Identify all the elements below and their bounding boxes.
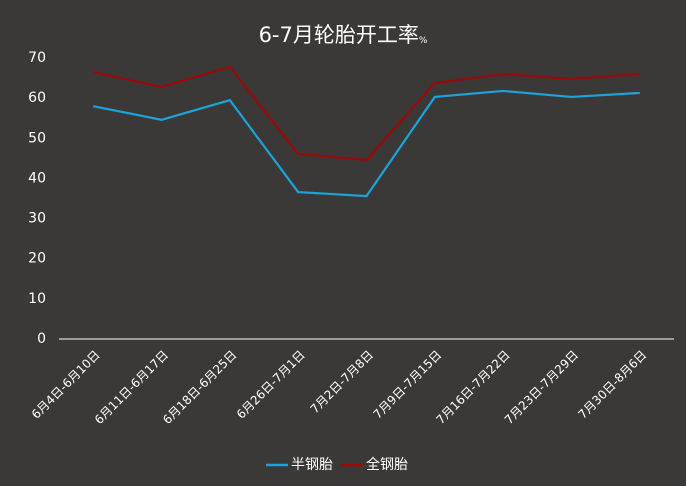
y-tick-label: 40 <box>28 170 46 186</box>
y-tick-label: 50 <box>28 130 46 146</box>
y-tick-label: 10 <box>28 291 46 307</box>
x-tick-label: 6月11日-6月17日 <box>92 348 171 427</box>
legend-label: 全钢胎 <box>366 456 408 473</box>
y-tick-label: 30 <box>28 211 46 227</box>
x-tick-label: 6月18日-6月25日 <box>160 348 239 427</box>
x-tick-label: 7月30日-8月6日 <box>576 348 650 422</box>
x-tick-label: 7月2日-7月8日 <box>308 348 377 417</box>
y-tick-label: 70 <box>28 50 46 66</box>
y-tick-label: 60 <box>28 90 46 106</box>
legend-label: 半钢胎 <box>291 457 333 473</box>
y-tick-label: 20 <box>28 251 46 267</box>
x-tick-label: 6月4日-6月10日 <box>29 348 103 422</box>
y-tick-label: 0 <box>37 331 46 347</box>
x-tick-label: 6月26日-7月1日 <box>234 348 308 422</box>
chart-title: 6-7月轮胎开工率% <box>259 23 428 47</box>
title-text: 6-7月轮胎开工率 <box>259 23 419 47</box>
title-unit: % <box>419 36 428 46</box>
series-line <box>92 89 640 198</box>
series-line <box>92 65 640 162</box>
x-tick-label: 7月23日-7月29日 <box>502 348 581 427</box>
x-tick-label: 7月16日-7月22日 <box>433 348 512 427</box>
x-tick-label: 7月9日-7月15日 <box>371 348 445 422</box>
